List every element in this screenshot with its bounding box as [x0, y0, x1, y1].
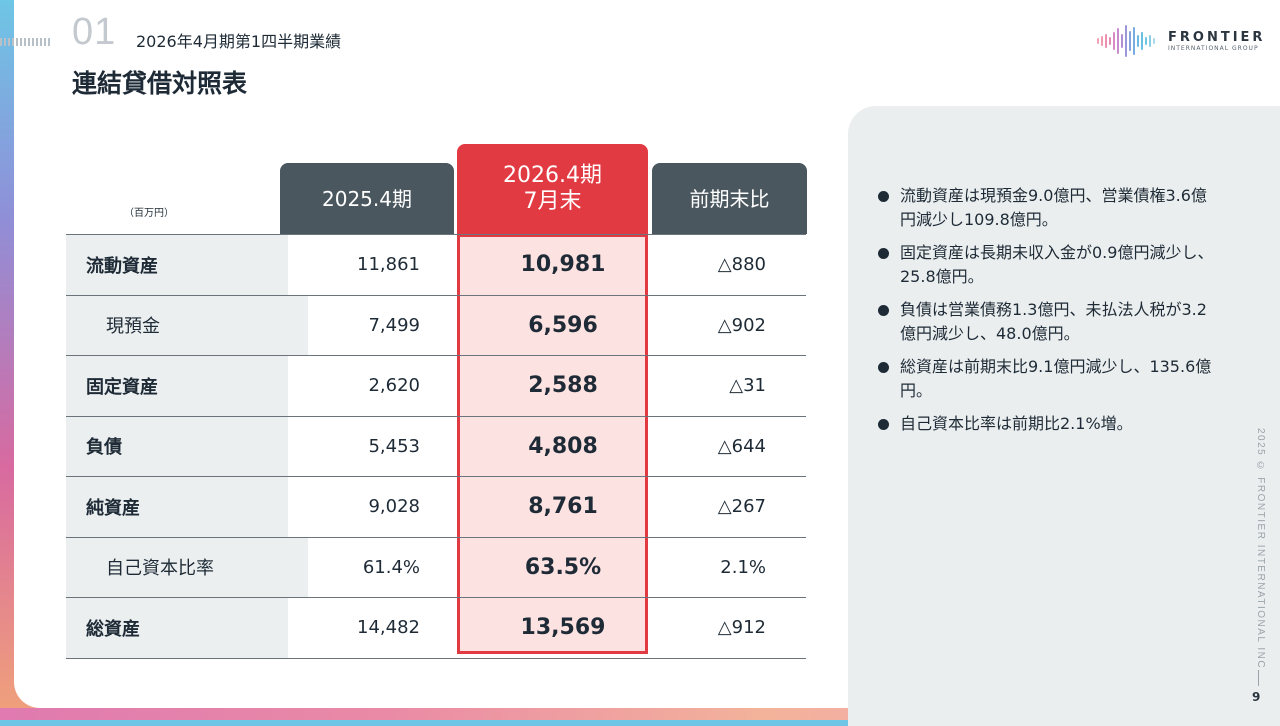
column-header-current-line2: 7月末	[523, 189, 582, 214]
copyright-text: 2025 © FRONTIER INTERNATIONAL INC.	[1255, 428, 1266, 674]
row-label: 負債	[66, 416, 288, 476]
diff-value: △31	[729, 375, 766, 397]
balance-sheet-table: 流動資産 11,861 10,981 △880 現預金 7,499 6,596 …	[66, 234, 806, 659]
current-value: 4,808	[528, 433, 598, 459]
table-row: 総資産 14,482 13,569 △912	[66, 598, 806, 659]
diff-value: △912	[717, 617, 766, 639]
unit-label: （百万円）	[124, 208, 174, 219]
table-row: 純資産 9,028 8,761 △267	[66, 477, 806, 538]
current-column-highlight	[457, 234, 648, 654]
column-header-current: 2026.4期 7月末	[457, 144, 648, 234]
bullet-item: 流動資産は現預金9.0億円、営業債権3.6億円減少し109.8億円。	[878, 184, 1218, 232]
prev-value: 5,453	[368, 435, 420, 457]
page-number: 9	[1252, 690, 1261, 704]
prev-value: 9,028	[368, 496, 420, 518]
prev-value: 14,482	[357, 617, 420, 639]
logo-name: FRONTIER	[1168, 30, 1266, 45]
section-number: 01	[72, 11, 117, 53]
column-header-diff: 前期末比	[652, 163, 807, 234]
diff-value: △267	[717, 496, 766, 518]
current-value: 10,981	[520, 252, 606, 278]
table-row: 現預金 7,499 6,596 △902	[66, 295, 806, 356]
prev-value: 7,499	[368, 314, 420, 336]
summary-bullets: 流動資産は現預金9.0億円、営業債権3.6億円減少し109.8億円。 固定資産は…	[878, 184, 1218, 445]
row-label: 流動資産	[66, 235, 288, 295]
prev-value: 2,620	[368, 375, 420, 397]
table-row: 流動資産 11,861 10,981 △880	[66, 234, 806, 296]
diff-value: △644	[717, 435, 766, 457]
bullet-item: 総資産は前期末比9.1億円減少し、135.6億円。	[878, 355, 1218, 403]
section-title: 2026年4月期第1四半期業績	[136, 32, 342, 51]
page-divider	[1258, 670, 1259, 686]
bullet-item: 負債は営業債務1.3億円、未払法人税が3.2億円減少し、48.0億円。	[878, 298, 1218, 346]
diff-value: △880	[717, 254, 766, 276]
logo-subtitle: INTERNATIONAL GROUP	[1168, 45, 1259, 52]
prev-value: 61.4%	[362, 556, 420, 578]
row-label: 自己資本比率	[66, 537, 308, 597]
row-label: 総資産	[66, 598, 288, 658]
row-label: 現預金	[66, 295, 308, 355]
page-title: 連結貸借対照表	[72, 69, 248, 98]
table-row: 自己資本比率 61.4% 63.5% 2.1%	[66, 537, 806, 598]
current-value: 8,761	[528, 494, 598, 520]
tick-marks-decoration	[0, 38, 50, 46]
column-header-current-line1: 2026.4期	[503, 163, 602, 188]
soundwave-logo-icon	[1097, 25, 1155, 57]
prev-value: 11,861	[357, 254, 420, 276]
bullet-item: 固定資産は長期未収入金が0.9億円減少し、25.8億円。	[878, 241, 1218, 289]
company-logo: FRONTIER INTERNATIONAL GROUP	[1096, 24, 1266, 58]
current-value: 2,588	[528, 373, 598, 399]
summary-panel	[848, 106, 1280, 726]
row-label: 純資産	[66, 477, 288, 537]
current-value: 13,569	[520, 615, 606, 641]
diff-value: △902	[717, 314, 766, 336]
row-label: 固定資産	[66, 356, 288, 416]
column-header-prev-fy: 2025.4期	[280, 163, 454, 234]
table-row: 固定資産 2,620 2,588 △31	[66, 356, 806, 417]
table-row: 負債 5,453 4,808 △644	[66, 416, 806, 477]
bullet-item: 自己資本比率は前期比2.1%増。	[878, 412, 1218, 436]
current-value: 6,596	[528, 312, 598, 338]
current-value: 63.5%	[524, 554, 602, 580]
diff-value: 2.1%	[720, 556, 766, 578]
